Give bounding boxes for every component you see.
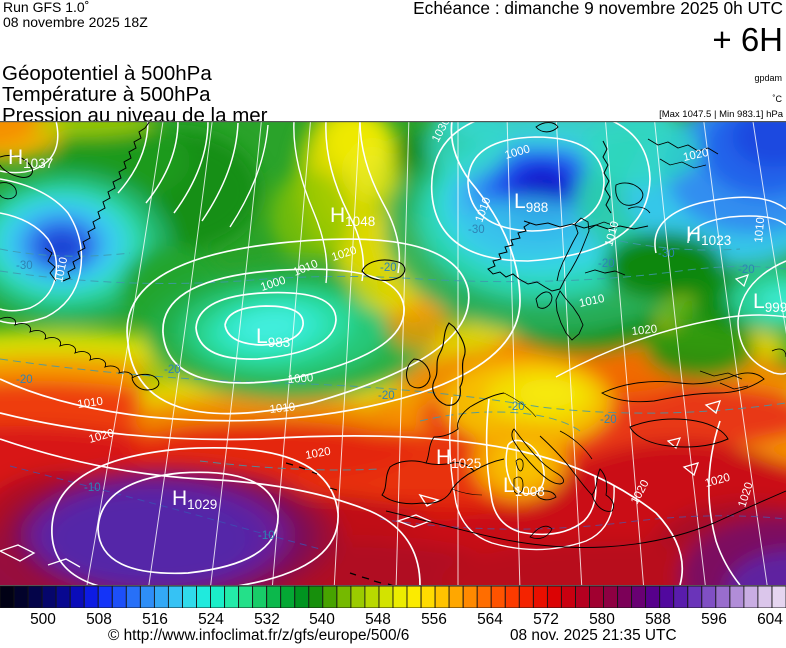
svg-text:-10: -10 <box>258 530 275 542</box>
svg-text:1010: 1010 <box>753 217 767 244</box>
svg-text:1000: 1000 <box>287 372 313 386</box>
svg-text:-20: -20 <box>738 264 755 276</box>
svg-text:-20: -20 <box>598 258 615 270</box>
svg-text:-10: -10 <box>84 482 101 494</box>
svg-text:-20: -20 <box>378 390 395 402</box>
svg-text:L999: L999 <box>753 290 786 315</box>
svg-text:1020: 1020 <box>631 323 658 338</box>
svg-text:-30: -30 <box>468 224 485 236</box>
svg-text:-20: -20 <box>600 414 617 426</box>
svg-text:1010: 1010 <box>53 256 70 284</box>
svg-text:-20: -20 <box>164 364 181 376</box>
svg-text:1020: 1020 <box>304 446 331 462</box>
svg-text:-30: -30 <box>16 260 33 272</box>
svg-text:-20: -20 <box>508 401 525 413</box>
svg-text:-30: -30 <box>658 248 675 260</box>
svg-text:1010: 1010 <box>578 293 606 310</box>
svg-text:1010: 1010 <box>77 396 104 411</box>
svg-text:1010: 1010 <box>269 401 296 416</box>
svg-text:-20: -20 <box>16 374 33 386</box>
svg-text:-20: -20 <box>380 262 397 274</box>
svg-text:1020: 1020 <box>682 147 710 164</box>
